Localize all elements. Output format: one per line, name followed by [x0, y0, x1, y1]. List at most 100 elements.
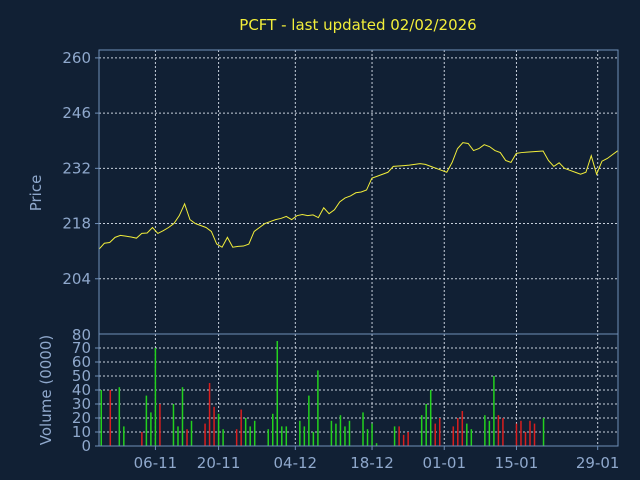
volume-bar — [348, 420, 351, 446]
volume-bar — [213, 406, 215, 446]
volume-y-tick-label: 40 — [72, 381, 91, 399]
volume-bar — [533, 423, 536, 446]
volume-bar — [461, 411, 464, 446]
volume-bar — [312, 432, 315, 446]
volume-bar — [177, 426, 179, 446]
volume-bar — [267, 429, 269, 446]
volume-bar — [118, 387, 121, 446]
volume-bar — [542, 418, 545, 446]
volume-bar — [420, 415, 423, 446]
x-tick-label: 04-12 — [274, 454, 318, 472]
volume-bar — [524, 432, 527, 446]
x-tick-label: 20-11 — [197, 454, 241, 472]
volume-bar — [190, 420, 193, 446]
volume-bar — [515, 423, 518, 446]
volume-bars — [100, 341, 545, 446]
volume-bar — [529, 420, 531, 446]
volume-bar — [393, 426, 396, 446]
volume-bar — [249, 426, 251, 446]
x-tick-label: 29-01 — [576, 454, 620, 472]
volume-bar — [186, 429, 188, 446]
volume-y-axis-label: Volume (0000) — [37, 335, 55, 445]
volume-bar — [470, 429, 473, 446]
volume-bar — [335, 423, 337, 446]
volume-bar — [429, 390, 432, 446]
price-y-tick-label: 246 — [62, 104, 91, 122]
volume-y-tick-label: 70 — [72, 339, 91, 357]
volume-bar — [407, 432, 409, 446]
volume-bar — [452, 426, 455, 446]
volume-bar — [276, 341, 279, 446]
volume-bar — [317, 370, 319, 446]
volume-bar — [208, 383, 211, 446]
volume-bar — [398, 426, 400, 446]
volume-bar — [244, 418, 247, 446]
volume-bar — [172, 404, 175, 446]
volume-bar — [308, 395, 310, 446]
price-y-tick-label: 232 — [62, 159, 91, 177]
volume-bar — [222, 429, 224, 446]
volume-bar — [502, 418, 504, 446]
x-tick-label: 06-11 — [134, 454, 178, 472]
volume-bar — [466, 423, 468, 446]
volume-y-tick-label: 50 — [72, 367, 91, 385]
volume-bar — [344, 426, 346, 446]
volume-bar — [141, 432, 143, 446]
volume-bar — [240, 409, 242, 446]
x-axis-ticks: 06-11 20-11 04-12 18-12 01-01 15-01 29-01 — [134, 446, 620, 472]
volume-bar — [235, 429, 238, 446]
volume-bar — [457, 418, 459, 446]
volume-panel-frame — [98, 333, 619, 447]
volume-bar — [339, 415, 342, 446]
price-y-tick-label: 260 — [62, 49, 91, 67]
volume-bar — [520, 420, 522, 446]
volume-bar — [272, 413, 274, 446]
volume-bar — [285, 426, 288, 446]
volume-bar — [281, 426, 283, 446]
volume-y-tick-label: 20 — [72, 409, 91, 427]
price-y-axis-label: Price — [27, 175, 45, 212]
volume-bar — [109, 390, 112, 446]
x-tick-label: 18-12 — [350, 454, 394, 472]
volume-bar — [181, 387, 184, 446]
volume-bar — [366, 429, 369, 446]
volume-bar — [299, 420, 301, 446]
volume-bar — [484, 415, 486, 446]
volume-top-label: 80 — [72, 326, 91, 344]
volume-bar — [145, 395, 148, 446]
volume-bar — [493, 376, 495, 446]
price-line — [98, 142, 619, 250]
volume-bar — [217, 413, 220, 446]
volume-bar — [159, 404, 161, 446]
volume-bar — [204, 423, 206, 446]
volume-bar — [150, 412, 152, 446]
volume-bar — [425, 404, 427, 446]
chart-title: PCFT - last updated 02/02/2026 — [239, 16, 476, 34]
price-y-tick-label: 204 — [62, 270, 91, 288]
x-tick-label: 01-01 — [422, 454, 466, 472]
volume-bar — [303, 426, 306, 446]
price-grid — [99, 50, 618, 334]
price-y-tick-label: 218 — [62, 215, 91, 233]
volume-bar — [375, 443, 378, 446]
x-tick-label: 15-01 — [495, 454, 539, 472]
price-y-ticks: 204 218 232 246 260 — [62, 49, 99, 288]
volume-bar — [402, 434, 405, 446]
volume-bar — [100, 390, 103, 446]
volume-bar — [438, 418, 441, 446]
volume-y-tick-label: 60 — [72, 353, 91, 371]
volume-y-tick-label: 0 — [81, 437, 91, 455]
volume-y-tick-label: 10 — [72, 423, 91, 441]
volume-bar — [434, 423, 436, 446]
volume-bar — [371, 423, 373, 446]
volume-bar — [253, 420, 256, 446]
volume-bar — [497, 415, 500, 446]
volume-bar — [154, 348, 157, 446]
volume-bar — [488, 420, 491, 446]
volume-bar — [362, 412, 364, 446]
volume-y-tick-label: 30 — [72, 395, 91, 413]
volume-bar — [330, 420, 333, 446]
